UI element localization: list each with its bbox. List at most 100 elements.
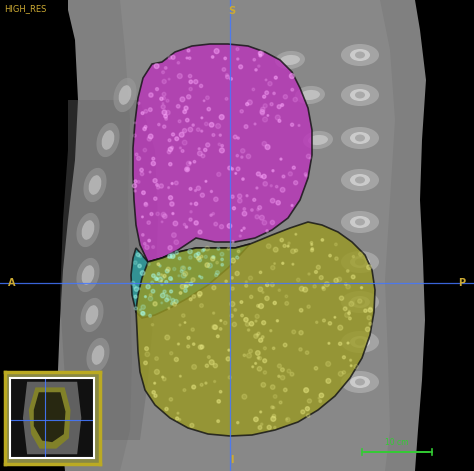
Polygon shape — [23, 382, 82, 454]
Ellipse shape — [355, 177, 365, 184]
Circle shape — [194, 190, 196, 192]
Circle shape — [322, 287, 326, 291]
Circle shape — [190, 423, 194, 428]
Circle shape — [359, 252, 363, 256]
Circle shape — [230, 314, 233, 317]
Circle shape — [168, 307, 170, 309]
Circle shape — [168, 78, 170, 80]
Circle shape — [228, 376, 231, 379]
Circle shape — [180, 375, 181, 377]
Circle shape — [281, 368, 284, 372]
Circle shape — [299, 286, 304, 291]
Circle shape — [217, 420, 219, 422]
Text: HIGH_RES: HIGH_RES — [4, 4, 46, 13]
Ellipse shape — [341, 291, 379, 313]
Circle shape — [222, 68, 226, 71]
Ellipse shape — [89, 175, 101, 195]
Circle shape — [161, 221, 163, 223]
Circle shape — [271, 416, 276, 422]
Circle shape — [185, 282, 190, 287]
Circle shape — [307, 399, 311, 403]
Circle shape — [189, 256, 192, 259]
Circle shape — [276, 320, 279, 322]
Circle shape — [255, 69, 257, 71]
Circle shape — [299, 348, 302, 351]
Circle shape — [214, 381, 216, 382]
Circle shape — [154, 394, 157, 398]
Circle shape — [189, 298, 192, 300]
Circle shape — [171, 302, 173, 305]
Circle shape — [163, 214, 167, 219]
Circle shape — [216, 271, 219, 275]
Circle shape — [273, 301, 276, 305]
Circle shape — [165, 407, 168, 411]
Circle shape — [212, 134, 215, 137]
Circle shape — [171, 299, 175, 302]
Ellipse shape — [355, 299, 365, 306]
Ellipse shape — [96, 123, 119, 157]
Ellipse shape — [300, 90, 320, 100]
Circle shape — [349, 301, 354, 306]
Circle shape — [180, 97, 185, 102]
Circle shape — [256, 187, 258, 189]
Circle shape — [148, 239, 150, 242]
Circle shape — [147, 221, 150, 224]
Circle shape — [169, 162, 172, 166]
Circle shape — [141, 312, 145, 316]
Circle shape — [201, 130, 203, 132]
Circle shape — [210, 122, 214, 127]
Circle shape — [241, 314, 243, 317]
Circle shape — [144, 202, 147, 205]
Circle shape — [226, 75, 229, 79]
Circle shape — [305, 406, 310, 411]
Circle shape — [134, 190, 136, 192]
Circle shape — [346, 270, 349, 272]
Ellipse shape — [355, 51, 365, 58]
Circle shape — [338, 342, 342, 345]
Circle shape — [268, 81, 272, 86]
Circle shape — [143, 127, 146, 130]
Circle shape — [265, 283, 269, 286]
Circle shape — [261, 107, 265, 112]
Circle shape — [133, 285, 137, 288]
Circle shape — [210, 190, 212, 193]
Circle shape — [203, 249, 205, 251]
Circle shape — [220, 320, 222, 322]
Circle shape — [348, 317, 351, 320]
Circle shape — [205, 263, 210, 268]
Circle shape — [194, 80, 198, 84]
Circle shape — [183, 110, 187, 114]
Circle shape — [177, 412, 179, 414]
Circle shape — [246, 154, 251, 159]
Circle shape — [205, 246, 210, 251]
Circle shape — [273, 347, 275, 349]
Circle shape — [252, 366, 254, 368]
Circle shape — [292, 330, 296, 334]
Circle shape — [158, 123, 160, 126]
Circle shape — [257, 209, 259, 211]
Circle shape — [188, 127, 193, 132]
Circle shape — [160, 293, 165, 298]
Circle shape — [354, 365, 358, 369]
Circle shape — [255, 215, 259, 219]
Circle shape — [165, 269, 169, 273]
Circle shape — [151, 162, 155, 166]
Circle shape — [345, 283, 347, 285]
Circle shape — [172, 233, 176, 237]
Circle shape — [159, 265, 161, 267]
Circle shape — [298, 124, 300, 126]
Circle shape — [161, 274, 163, 276]
Text: I: I — [230, 455, 234, 465]
Circle shape — [166, 294, 168, 296]
Ellipse shape — [341, 44, 379, 66]
Circle shape — [186, 168, 188, 171]
Circle shape — [188, 267, 191, 269]
Circle shape — [288, 172, 292, 176]
Circle shape — [248, 276, 253, 280]
Circle shape — [218, 143, 220, 146]
Circle shape — [203, 100, 205, 102]
Ellipse shape — [76, 213, 100, 247]
Circle shape — [165, 298, 169, 302]
Ellipse shape — [308, 135, 328, 145]
Circle shape — [161, 302, 163, 304]
